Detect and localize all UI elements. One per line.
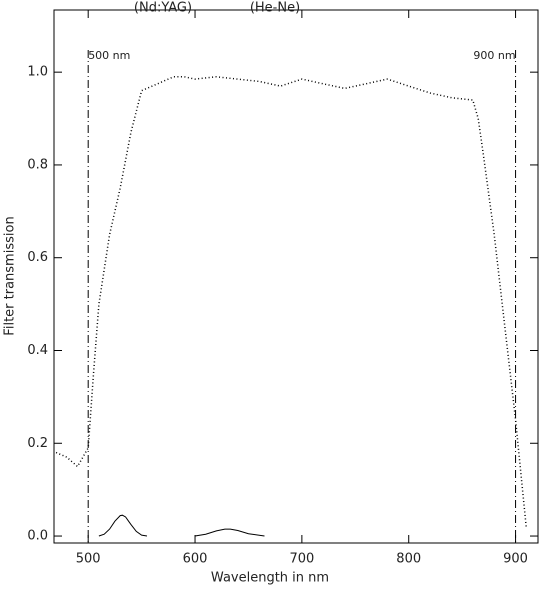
x-axis-label: Wavelength in nm (211, 571, 329, 586)
plot-frame (53, 9, 539, 544)
reference-label: 500 nm (88, 49, 130, 62)
series-line (55, 76, 527, 527)
x-tick-label: 500 (76, 552, 101, 567)
y-tick-label: 0.2 (27, 436, 48, 451)
series-line (194, 528, 265, 537)
reference-label: 900 nm (473, 49, 515, 62)
x-tick-label: 600 (183, 552, 208, 567)
x-tick-label: 900 (503, 552, 528, 567)
y-tick-label: 0.4 (27, 343, 48, 358)
x-tick-label: 700 (289, 552, 314, 567)
x-tick-label: 800 (396, 552, 421, 567)
y-axis-label: Filter transmission (3, 216, 18, 335)
y-tick-label: 0.8 (27, 157, 48, 172)
series-line (98, 514, 148, 537)
annotation: (Nd:YAG) (134, 1, 192, 16)
y-tick-label: 1.0 (27, 65, 48, 80)
y-tick-label: 0.0 (27, 529, 48, 544)
y-tick-label: 0.6 (27, 250, 48, 265)
annotation: (He-Ne) (250, 1, 300, 16)
